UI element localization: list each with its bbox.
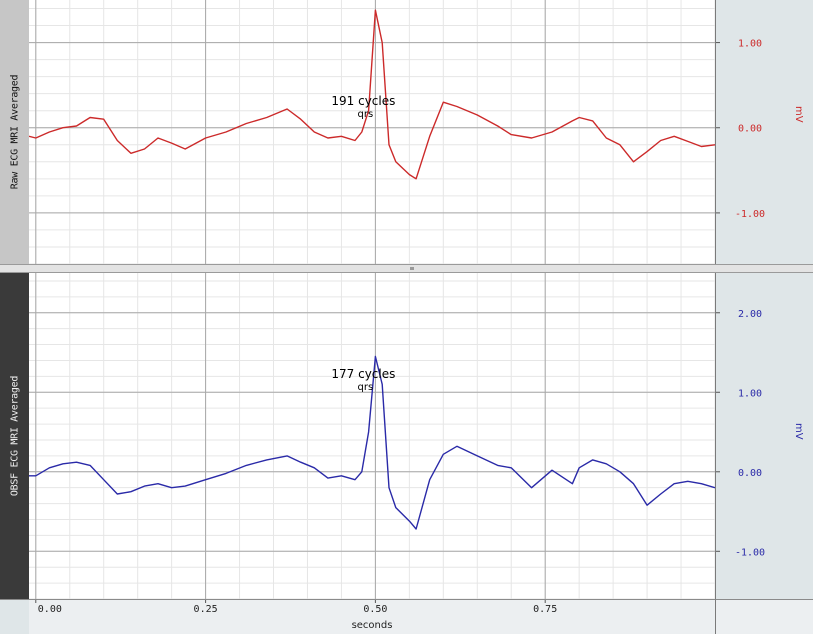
y-tick-label: 2.00 — [738, 309, 762, 320]
axis-corner-left — [0, 599, 29, 634]
channel-tab-obsf[interactable]: OBSF ECG MRI Averaged — [0, 273, 30, 599]
obsf-ecg-line — [29, 355, 715, 530]
y-axis-panel-obsf: 2.00 1.00 0.00 -1.00 mV — [715, 273, 813, 599]
y-axis-raw: 1.00 0.00 -1.00 — [716, 39, 765, 220]
plot-raw-ecg[interactable]: 191 cycles qrs — [29, 0, 715, 264]
x-tick-label: 0.25 — [194, 604, 218, 615]
y-axis-panel-raw: 1.00 0.00 -1.00 mV — [715, 0, 813, 264]
panel-splitter[interactable] — [0, 264, 813, 273]
y-tick-label: 1.00 — [738, 388, 762, 399]
unit-label-obsf: mV — [793, 423, 804, 440]
channel-label-obsf: OBSF ECG MRI Averaged — [9, 375, 20, 497]
y-tick-label: 0.00 — [738, 124, 762, 135]
raw-ecg-line — [29, 9, 715, 180]
x-tick-label: 0.50 — [363, 604, 387, 615]
unit-label-raw: mV — [793, 106, 804, 123]
y-tick-label: 0.00 — [738, 468, 762, 479]
plot-obsf-ecg[interactable]: 177 cycles qrs — [29, 273, 715, 599]
annotation-cycles-top: 191 cycles — [331, 94, 395, 108]
x-axis-panel: 0.00 0.25 0.50 0.75 seconds — [29, 599, 715, 634]
x-tick-label: 0.00 — [38, 604, 62, 615]
y-tick-label: -1.00 — [735, 209, 765, 220]
annotation-cycles-bottom: 177 cycles — [331, 367, 395, 381]
x-tick-label: 0.75 — [533, 604, 557, 615]
y-tick-label: 1.00 — [738, 39, 762, 50]
splitter-grip-icon[interactable] — [410, 267, 414, 270]
x-axis-ticks: 0.00 0.25 0.50 0.75 — [35, 600, 557, 615]
y-axis-obsf: 2.00 1.00 0.00 -1.00 — [716, 309, 765, 558]
channel-label-raw: Raw ECG MRI Averaged — [9, 74, 20, 190]
annotation-qrs-bottom: qrs — [358, 382, 374, 393]
x-axis-label: seconds — [351, 620, 393, 631]
axis-corner-right — [715, 599, 813, 634]
y-tick-label: -1.00 — [735, 547, 765, 558]
annotation-qrs-top: qrs — [358, 109, 374, 120]
channel-tab-raw[interactable]: Raw ECG MRI Averaged — [0, 0, 30, 264]
